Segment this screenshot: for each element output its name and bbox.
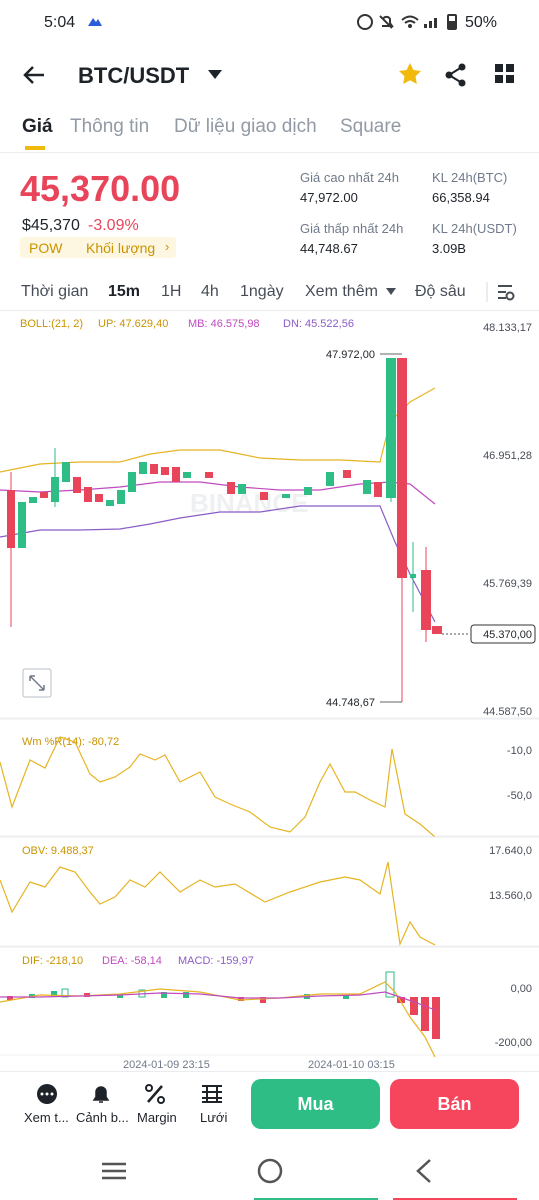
stat-value: 47,972.00 <box>300 190 358 205</box>
stat-label: Giá cao nhất 24h <box>300 170 400 185</box>
axis-label: 0,00 <box>511 983 532 995</box>
stat-label: Giá thấp nhất 24h <box>300 221 404 236</box>
tag[interactable]: Khối lượng <box>86 240 156 256</box>
axis-label: 17.640,0 <box>489 845 532 857</box>
time-label: 2024-01-10 03:15 <box>308 1059 395 1071</box>
divider <box>0 1071 539 1072</box>
legend: OBV: 9.488,37 <box>22 845 94 857</box>
interval-dropdown <box>386 288 396 295</box>
interval[interactable]: Độ sâu <box>415 283 466 300</box>
tag-box <box>20 237 176 258</box>
divider <box>0 152 539 153</box>
interval[interactable]: 1H <box>161 283 182 300</box>
axis-label: 44.587,50 <box>483 706 532 718</box>
price-change: -3.09% <box>88 217 139 234</box>
legend: Wm %R(14): -80,72 <box>22 736 119 748</box>
high-label: 47.972,00 <box>326 349 375 361</box>
legend: MACD: -159,97 <box>178 955 254 967</box>
axis-label: -200,00 <box>495 1037 532 1049</box>
axis-label: 46.951,28 <box>483 450 532 462</box>
last-price: 45,370.00 <box>20 168 181 209</box>
tab[interactable]: Square <box>340 116 402 137</box>
legend: DEA: -58,14 <box>102 955 162 967</box>
tab[interactable]: Thông tin <box>70 116 150 137</box>
axis-label: 13.560,0 <box>489 890 532 902</box>
time-label: 2024-01-09 23:15 <box>123 1059 210 1071</box>
chart-settings[interactable] <box>486 282 516 302</box>
stat-value: 66,358.94 <box>432 190 490 205</box>
action[interactable]: Margin <box>137 1110 177 1125</box>
legend: MB: 46.575,98 <box>188 318 260 330</box>
legend: UP: 47.629,40 <box>98 318 168 330</box>
tag-arrow: › <box>165 239 170 254</box>
status-icons <box>357 14 457 30</box>
share-button[interactable] <box>444 63 468 87</box>
tab[interactable]: Giá <box>22 116 53 137</box>
axis-label: 45.769,39 <box>483 578 532 590</box>
usd-price: $45,370 <box>22 217 80 234</box>
pair-title[interactable]: BTC/USDT <box>78 63 190 88</box>
buy-button[interactable]: Mua <box>251 1079 380 1129</box>
tag[interactable]: POW <box>29 240 63 256</box>
action[interactable]: Xem t... <box>24 1110 69 1125</box>
action[interactable]: Cảnh b... <box>76 1110 129 1125</box>
axis-label: -10,0 <box>507 745 532 757</box>
legend: BOLL:(21, 2) <box>20 318 83 330</box>
interval[interactable]: Xem thêm <box>305 283 378 300</box>
pair-dropdown[interactable] <box>208 70 222 80</box>
sell-button[interactable]: Bán <box>390 1079 519 1129</box>
interval[interactable]: 15m <box>108 283 141 300</box>
tab-indicator <box>25 146 45 150</box>
status-icon <box>88 18 102 26</box>
stat-label: KL 24h(USDT) <box>432 221 517 236</box>
stat-value: 44,748.67 <box>300 241 358 256</box>
tab[interactable]: Dữ liệu giao dịch <box>174 116 317 137</box>
nav-bar <box>102 1158 517 1200</box>
interval[interactable]: Thời gian <box>21 283 89 300</box>
layout-button[interactable] <box>495 64 515 84</box>
current-price: 45.370,00 <box>483 629 532 641</box>
favorite-star[interactable] <box>398 62 422 86</box>
low-label: 44.748,67 <box>326 697 375 709</box>
interval[interactable]: 1ngày <box>240 283 284 300</box>
action-icons <box>37 1084 222 1104</box>
action[interactable]: Lưới <box>200 1110 228 1125</box>
divider <box>0 310 539 311</box>
axis-label: 48.133,17 <box>483 322 532 334</box>
legend: DN: 45.522,56 <box>283 318 354 330</box>
status-time: 5:04 <box>44 14 76 31</box>
legend: DIF: -218,10 <box>22 955 83 967</box>
stat-label: KL 24h(BTC) <box>432 170 508 185</box>
back-button[interactable] <box>22 64 46 86</box>
interval[interactable]: 4h <box>201 283 219 300</box>
axis-label: -50,0 <box>507 790 532 802</box>
kline-chart: BOLL:(21, 2) UP: 47.629,40 MB: 46.575,98… <box>0 318 539 1071</box>
stat-value: 3.09B <box>432 241 466 256</box>
status-battery: 50% <box>465 14 498 31</box>
